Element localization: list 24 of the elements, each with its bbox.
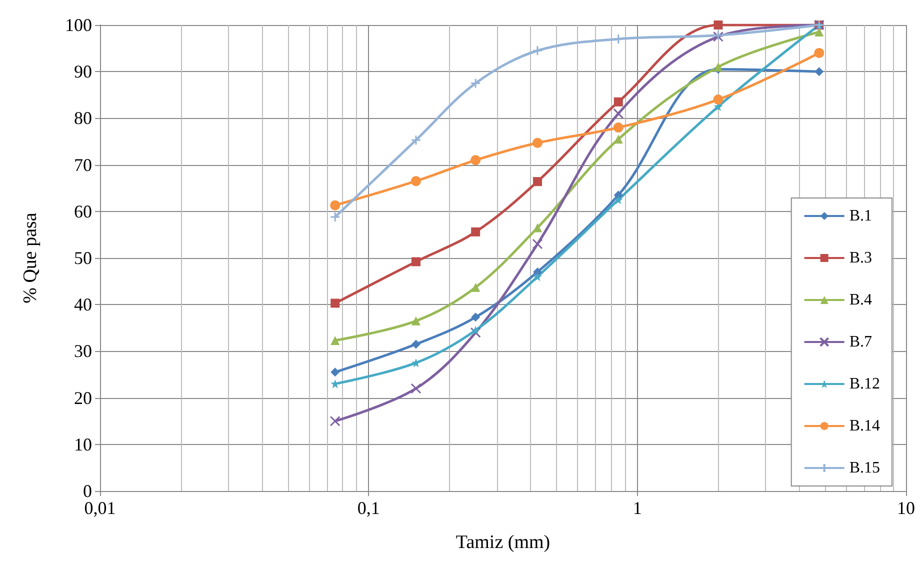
legend-label: B.15 [849, 460, 880, 476]
legend-label: B.4 [849, 292, 872, 308]
y-tick-label: 80 [74, 108, 92, 128]
y-tick-label: 50 [74, 248, 92, 268]
legend-label: B.3 [849, 250, 872, 266]
legend-label: B.7 [849, 334, 872, 350]
legend-label: B.12 [849, 376, 880, 392]
legend-label: B.1 [849, 208, 872, 224]
y-axis-title: % Que pasa [20, 212, 41, 304]
x-tick-label: 1 [632, 498, 642, 518]
legend-label: B.14 [849, 418, 880, 434]
y-tick-label: 30 [74, 341, 92, 362]
y-tick-label: 10 [74, 434, 92, 454]
y-tick-label: 20 [74, 388, 92, 408]
x-axis-title: Tamiz (mm) [456, 532, 550, 553]
y-tick-label: 60 [74, 201, 92, 222]
x-tick-label: 0,1 [357, 498, 380, 518]
y-tick-label: 70 [74, 154, 92, 175]
y-tick-label: 100 [65, 15, 92, 35]
x-tick-label: 0,01 [84, 498, 116, 518]
y-tick-label: 90 [74, 62, 92, 82]
y-tick-label: 40 [74, 294, 92, 315]
y-tick-label: 0 [83, 481, 92, 501]
x-tick-label: 10 [897, 498, 915, 518]
